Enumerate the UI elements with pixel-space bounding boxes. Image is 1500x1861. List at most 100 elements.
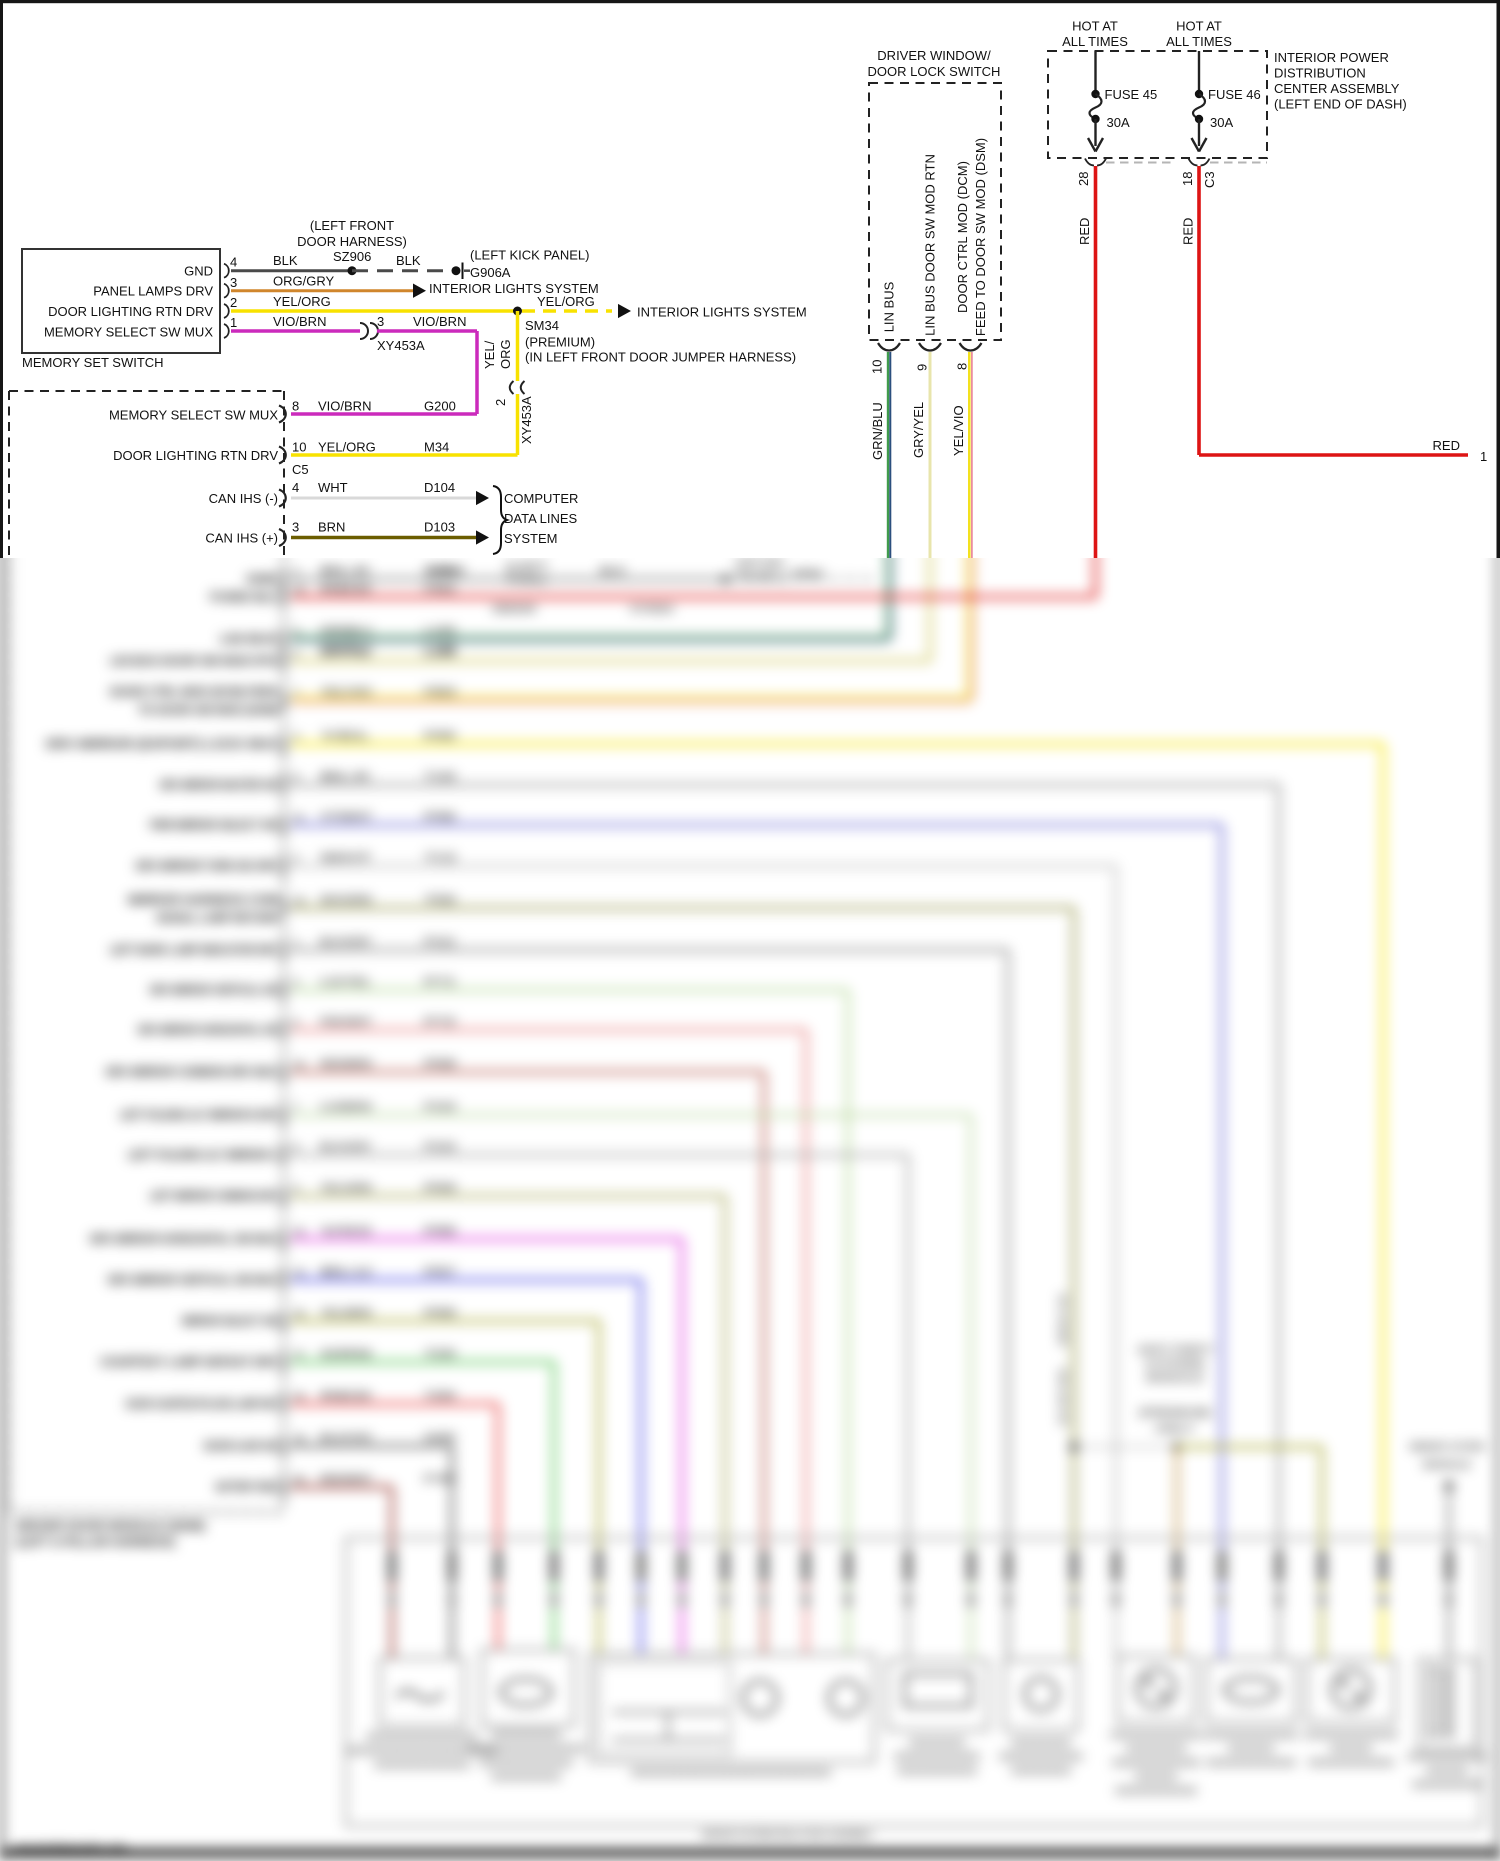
svg-text:DRV MIRROR VERTICAL SW: DRV MIRROR VERTICAL SW (150, 985, 278, 997)
svg-text:PWR MIRROR SELECT SW: PWR MIRROR SELECT SW (150, 820, 278, 832)
svg-text:XXXXXXXXXXXXX: XXXXXXXXXXXXX (479, 1757, 573, 1769)
svg-text:30A: 30A (1107, 115, 1130, 130)
svg-text:LIN BUS: LIN BUS (220, 634, 278, 646)
svg-text:P72: P72 (424, 1016, 456, 1028)
svg-text:XXXXXXXXXXXXX: XXXXXXXXXXXXX (374, 1759, 470, 1771)
svg-text:DOOR AJAR SW: DOOR AJAR SW (204, 1441, 278, 1453)
svg-text:10: 10 (293, 1059, 305, 1071)
svg-text:RED: RED (320, 583, 373, 595)
svg-text:RED: RED (1181, 218, 1196, 245)
svg-text:PANEL): PANEL) (506, 574, 546, 586)
svg-text:P89: P89 (424, 1307, 456, 1319)
svg-text:DRV MIRROR COMMON DRV MUX: DRV MIRROR COMMON DRV MUX (106, 1067, 278, 1079)
svg-text:HOT AT: HOT AT (1176, 19, 1222, 34)
svg-text:7: 7 (293, 1102, 299, 1114)
svg-text:SZ906: SZ906 (425, 565, 465, 577)
svg-text:4: 4 (230, 255, 237, 270)
svg-text:ALL TIMES: ALL TIMES (1062, 34, 1128, 49)
svg-text:12: 12 (293, 1226, 305, 1238)
svg-text:PNK/WHT: PNK/WHT (320, 1016, 373, 1028)
svg-text:(LEFT END OF DASH): (LEFT END OF DASH) (1274, 97, 1407, 112)
svg-text:YEL/ORG: YEL/ORG (273, 294, 331, 309)
svg-text:MODULE: MODULE (1423, 1459, 1471, 1471)
svg-text:XXXXXXXX: XXXXXXXX (1011, 1737, 1071, 1749)
svg-text:GND: GND (246, 574, 278, 586)
svg-text:XXXXXXXXXXX: XXXXXXXXXXX (1407, 1751, 1487, 1763)
svg-text:COURTESY LAMP DEFEAT DRV: COURTESY LAMP DEFEAT DRV (100, 1357, 278, 1369)
svg-text:18: 18 (293, 1391, 305, 1403)
svg-text:FUSED B(+): FUSED B(+) (210, 592, 278, 604)
svg-text:XY453A: XY453A (519, 396, 534, 444)
svg-text:1: 1 (230, 315, 237, 330)
svg-text:DK/GRN: DK/GRN (320, 894, 372, 906)
svg-text:XXXXXX: XXXXXX (1228, 1743, 1274, 1755)
svg-text:ORG: ORG (498, 339, 513, 369)
svg-text:P111: P111 (424, 936, 456, 948)
svg-text:DISTRIBUTION: DISTRIBUTION (1274, 66, 1366, 81)
svg-text:VIO/BRN: VIO/BRN (413, 314, 466, 329)
svg-text:BRN: BRN (318, 520, 345, 535)
svg-text:L105: L105 (424, 643, 456, 655)
svg-text:DOOR LIGHTING RTN DRV: DOOR LIGHTING RTN DRV (48, 304, 213, 319)
svg-text:P88: P88 (424, 1225, 456, 1237)
svg-text:RED: RED (1433, 438, 1460, 453)
svg-text:(PREMIUM): (PREMIUM) (1139, 1407, 1211, 1419)
svg-text:LIN BUS: LIN BUS (882, 281, 897, 332)
svg-text:BLK/GRY: BLK/GRY (320, 936, 372, 948)
svg-text:XXXXXXXXXXXXXXXXXXXXXXXXXXXX: XXXXXXXXXXXXXXXXXXXXXXXXXXXX (631, 1767, 831, 1779)
svg-text:XXXXXX: XXXXXX (1330, 1743, 1372, 1755)
svg-text:XXXXXXXXXXXXX: XXXXXXXXXXXXX (1304, 1729, 1398, 1741)
svg-text:7: 7 (293, 687, 299, 699)
svg-text:DRIVER DOOR MODULE (DDM): DRIVER DOOR MODULE (DDM) (15, 1519, 205, 1533)
svg-text:YEL/BRN: YEL/BRN (320, 1307, 372, 1319)
svg-text:DOOR COURTESY/FLOOD LAMP DRV: DOOR COURTESY/FLOOD LAMP DRV (126, 1399, 278, 1411)
svg-text:LEFT MARK LAMP INDICATOR DRV: LEFT MARK LAMP INDICATOR DRV (110, 945, 278, 957)
svg-text:RED: RED (320, 1390, 373, 1402)
svg-text:XXXXXXXXXXXXXXXX: XXXXXXXXXXXXXXXX (467, 1743, 585, 1755)
svg-text:FUSE 45: FUSE 45 (1105, 87, 1158, 102)
svg-text:BLK: BLK (273, 253, 298, 268)
svg-text:10: 10 (870, 360, 885, 374)
svg-text:BLK: BLK (320, 771, 373, 783)
svg-text:SZ906: SZ906 (333, 249, 371, 264)
svg-text:F902: F902 (424, 583, 456, 595)
svg-text:MEMORY SELECT SW MUX: MEMORY SELECT SW MUX (44, 325, 213, 340)
svg-text:easyautodiagnostics.com: easyautodiagnostics.com (14, 1842, 126, 1854)
svg-text:YEL/VIO: YEL/VIO (320, 686, 372, 698)
svg-text:FUSE 46: FUSE 46 (1208, 87, 1261, 102)
svg-text:XXXXXXXXXXXXX: XXXXXXXXXXXXX (1204, 1729, 1298, 1741)
svg-text:P153: P153 (424, 1101, 456, 1113)
svg-text:MEMORY SET SWITCH: MEMORY SET SWITCH (22, 355, 164, 370)
svg-text:(LEFT: (LEFT (506, 561, 549, 573)
svg-text:DRIVER SYSTEMS RELAY BOX ASSEM: DRIVER SYSTEMS RELAY BOX ASSEMBLY (702, 1829, 874, 1841)
svg-text:(IN LEFT FRONT DOOR JUMPER HAR: (IN LEFT FRONT DOOR JUMPER HARNESS) (525, 350, 796, 365)
svg-text:4: 4 (293, 566, 299, 578)
svg-text:HOT AT: HOT AT (1072, 19, 1118, 34)
svg-text:MIRROR SELECT SW: MIRROR SELECT SW (182, 1316, 278, 1328)
svg-text:DRV MIRROR HORIZONTAL SW MUX: DRV MIRROR HORIZONTAL SW MUX (90, 1234, 278, 1246)
svg-text:2: 2 (493, 399, 508, 406)
svg-text:SYSTEMS: SYSTEMS (1145, 1358, 1205, 1370)
svg-text:(LEFT FRONT: (LEFT FRONT (310, 218, 394, 233)
svg-text:C5: C5 (292, 462, 309, 477)
svg-text:GRY/YEL: GRY/YEL (911, 402, 926, 458)
svg-text:MODULE: MODULE (1146, 1372, 1204, 1384)
svg-text:3: 3 (293, 977, 299, 989)
svg-text:2: 2 (230, 295, 237, 310)
svg-text:11: 11 (293, 812, 304, 824)
svg-text:LEFT FOLDING ALT MIRROR B DRV: LEFT FOLDING ALT MIRROR B DRV (120, 1110, 278, 1122)
svg-text:8: 8 (293, 772, 299, 784)
svg-text:PANEL LAMPS DRV: PANEL LAMPS DRV (93, 284, 213, 299)
svg-text:T130: T130 (424, 771, 456, 783)
svg-text:YEL/GRN: YEL/GRN (320, 1182, 372, 1194)
svg-text:XXXXXXXXXXXXXXXXXXXXX: XXXXXXXXXXXXXXXXXXXXX (347, 1745, 497, 1757)
svg-text:DOOR LOCK SWITCH: DOOR LOCK SWITCH (868, 64, 1001, 79)
svg-text:LEFT MIRROR COMMON DRV: LEFT MIRROR COMMON DRV (150, 1191, 278, 1203)
svg-text:P154: P154 (424, 1141, 456, 1153)
svg-text:XXXXXXXXXXXXX: XXXXXXXXXXXXX (1110, 1729, 1202, 1741)
svg-text:VIO/BRN: VIO/BRN (273, 314, 326, 329)
svg-text:ANTI-THEFT: ANTI-THEFT (1137, 1344, 1214, 1356)
svg-text:2: 2 (293, 853, 299, 865)
svg-text:18: 18 (1180, 172, 1195, 186)
svg-text:6: 6 (293, 1017, 299, 1029)
